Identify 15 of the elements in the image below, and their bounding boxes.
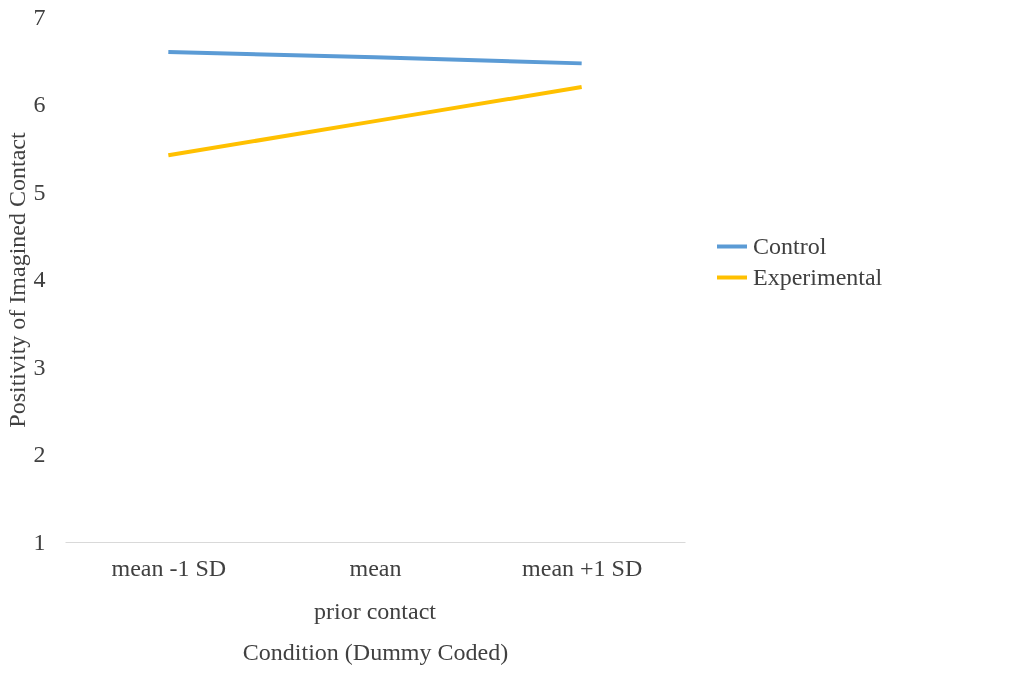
x-tick-label: mean — [349, 554, 402, 581]
y-tick-label: 7 — [33, 3, 46, 30]
y-tick-label: 4 — [33, 266, 46, 292]
legend-label: Control — [753, 232, 827, 259]
legend-label: Experimental — [753, 263, 883, 290]
y-tick-label: 3 — [33, 353, 46, 380]
y-tick-label: 6 — [33, 91, 46, 117]
y-tick-label: 2 — [33, 441, 46, 467]
x-tick-label: mean -1 SD — [111, 554, 227, 581]
y-tick-label: 5 — [33, 178, 46, 205]
x-axis-title: Condition (Dummy Coded) — [242, 638, 509, 665]
x-tick-label: mean +1 SD — [522, 554, 643, 581]
y-tick-label: 1 — [33, 528, 46, 555]
y-axis-title: Positivity of Imagined Contact — [3, 132, 30, 428]
text: prior contact — [314, 598, 437, 624]
